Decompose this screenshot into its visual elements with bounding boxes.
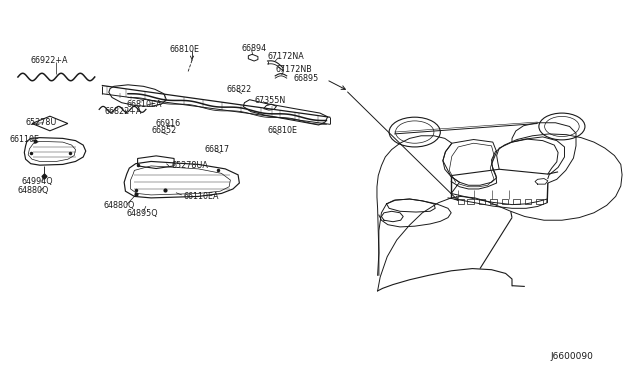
Bar <box>467 199 474 204</box>
Text: 65278UA: 65278UA <box>172 161 209 170</box>
Bar <box>458 199 464 204</box>
Text: 64880Q: 64880Q <box>18 186 49 195</box>
Text: J6600090: J6600090 <box>550 352 593 361</box>
Text: 66110E: 66110E <box>10 135 40 144</box>
Text: 67172NB: 67172NB <box>275 65 312 74</box>
Text: 66822: 66822 <box>227 85 252 94</box>
Text: 64880Q: 64880Q <box>103 201 134 210</box>
Text: 67355N: 67355N <box>255 96 286 105</box>
Text: 67172NA: 67172NA <box>268 52 304 61</box>
Text: 66852: 66852 <box>151 126 176 135</box>
Bar <box>479 199 485 204</box>
Text: 66110EA: 66110EA <box>183 192 218 201</box>
Text: 66922+A: 66922+A <box>31 56 68 65</box>
Text: 66916: 66916 <box>156 119 180 128</box>
Text: 66810E: 66810E <box>268 126 298 135</box>
Text: 66810EA: 66810EA <box>126 100 161 109</box>
Text: 66822+A: 66822+A <box>105 107 142 116</box>
Text: 66894: 66894 <box>242 44 267 53</box>
Text: 66810E: 66810E <box>170 45 200 54</box>
Text: 66895: 66895 <box>293 74 318 83</box>
Bar <box>525 199 531 204</box>
Bar <box>513 199 520 204</box>
Text: 64895Q: 64895Q <box>127 209 158 218</box>
Bar <box>502 199 508 204</box>
Bar <box>536 199 543 204</box>
Text: 64994Q: 64994Q <box>21 177 52 186</box>
Text: 65278U: 65278U <box>26 118 57 126</box>
Text: 66817: 66817 <box>205 145 230 154</box>
Bar <box>490 199 497 204</box>
